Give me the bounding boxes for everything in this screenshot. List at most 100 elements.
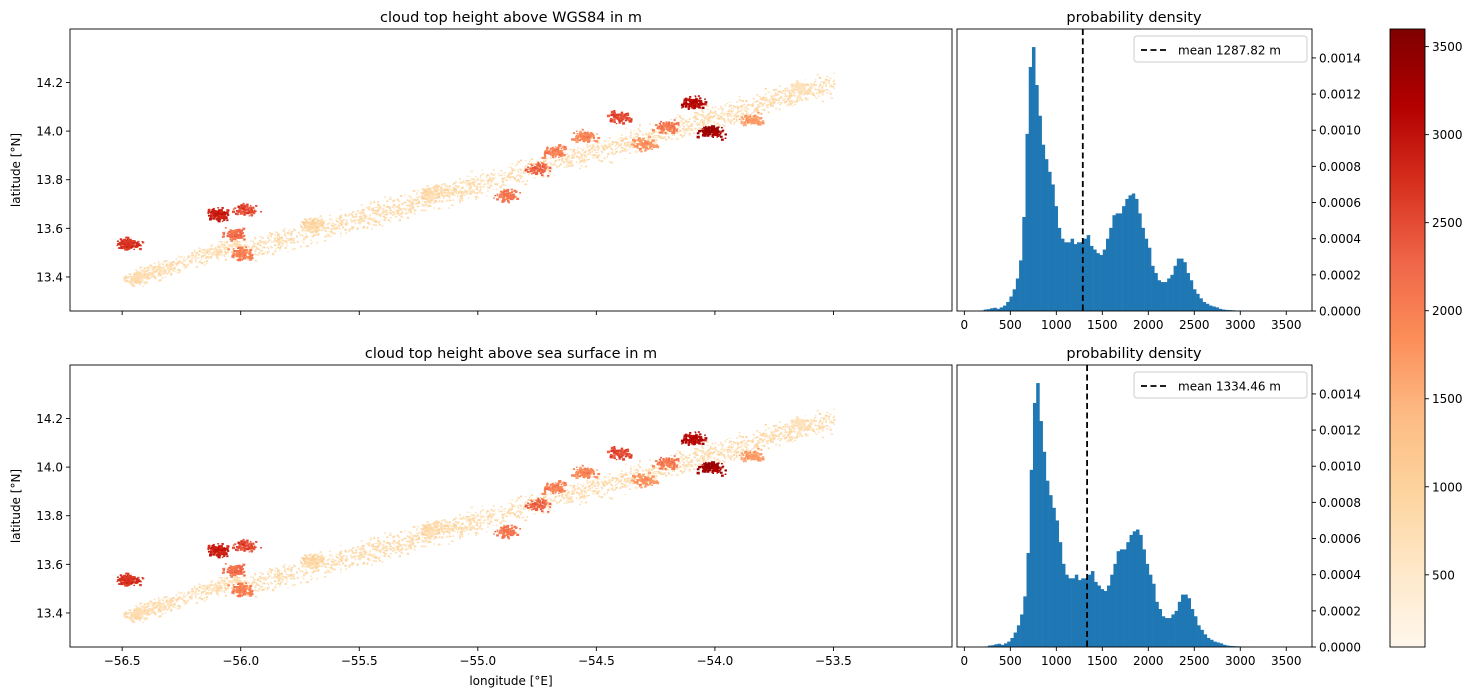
cloud-pixel [707, 119, 709, 122]
cloud-pixel [358, 554, 360, 557]
cloud-pixel [754, 117, 757, 119]
cloud-pixel [215, 212, 218, 216]
cloud-pixel [218, 210, 221, 212]
cloud-pixel [803, 90, 807, 93]
cloud-pixel [160, 263, 162, 264]
cloud-pixel [302, 223, 306, 226]
hist-ytick-label: 0.0010 [1319, 124, 1361, 138]
cloud-pixel [744, 116, 746, 118]
cloud-pixel [684, 103, 687, 106]
cloud-pixel [611, 141, 615, 144]
cloud-pixel [473, 178, 475, 180]
cloud-pixel [714, 106, 717, 109]
cloud-pixel [431, 193, 435, 196]
cloud-pixel [158, 261, 160, 263]
cloud-pixel [153, 262, 156, 265]
cloud-pixel [283, 227, 286, 230]
cloud-pixel [546, 148, 548, 151]
cloud-pixel [466, 185, 469, 187]
cloud-pixel [563, 166, 566, 168]
cloud-pixel [245, 211, 249, 215]
cloud-pixel [443, 191, 446, 193]
cloud-pixel [423, 204, 426, 207]
cloud-pixel [264, 240, 267, 243]
cloud-pixel [223, 214, 227, 217]
cloud-pixel [576, 149, 579, 151]
cloud-pixel [653, 145, 657, 148]
cloud-pixel [713, 121, 716, 123]
hist-panel-wgs84: probability density 0.00000.00020.00040.… [956, 10, 1361, 332]
cloud-pixel [510, 502, 512, 505]
cloud-pixel [620, 121, 622, 123]
cloud-pixel [310, 227, 313, 230]
cloud-pixel [370, 209, 372, 212]
cloud-pixel [621, 134, 623, 136]
cloud-pixel [592, 140, 594, 142]
cloud-pixel [254, 238, 256, 240]
cloud-pixel [242, 246, 246, 249]
cloud-pixel [479, 519, 482, 521]
hist-bar [1189, 280, 1194, 311]
cloud-pixel [563, 161, 566, 163]
cloud-pixel [351, 211, 355, 213]
cloud-pixel [155, 270, 159, 273]
cloud-pixel [482, 185, 485, 188]
cloud-pixel [468, 191, 471, 194]
cloud-pixel [230, 246, 232, 248]
cloud-pixel [698, 129, 702, 133]
cloud-pixel [558, 154, 562, 157]
cloud-pixel [821, 100, 824, 103]
cloud-pixel [141, 240, 144, 243]
cloud-pixel [829, 85, 832, 88]
hist-bar [1028, 66, 1033, 311]
cloud-pixel [133, 248, 135, 251]
cloud-pixel [435, 189, 438, 193]
cloud-pixel [569, 162, 572, 165]
cloud-pixel [802, 93, 806, 96]
cloud-pixel [833, 79, 835, 81]
cloud-pixel [213, 585, 215, 587]
cloud-pixel [501, 192, 503, 195]
cloud-pixel [242, 208, 246, 211]
cloud-pixel [643, 145, 647, 149]
cloud-pixel [272, 253, 275, 256]
cloud-pixel [712, 136, 715, 138]
cloud-pixel [359, 220, 362, 223]
cloud-pixel [795, 86, 798, 89]
cloud-pixel [565, 166, 568, 168]
cloud-pixel [318, 568, 320, 570]
cloud-pixel [444, 521, 447, 523]
cloud-pixel [606, 145, 609, 147]
cloud-pixel [539, 164, 541, 166]
cloud-pixel [248, 246, 250, 248]
cloud-pixel [134, 240, 136, 242]
cloud-pixel [545, 157, 548, 160]
cloud-pixel [254, 572, 257, 575]
cloud-pixel [691, 116, 694, 119]
cloud-pixel [461, 194, 464, 197]
cloud-pixel [374, 219, 377, 222]
cloud-pixel [134, 281, 137, 284]
cloud-pixel [764, 88, 767, 90]
cloud-pixel [568, 159, 570, 161]
cloud-pixel [471, 189, 474, 192]
cloud-pixel [151, 273, 154, 275]
cloud-pixel [466, 192, 469, 195]
cloud-pixel [596, 493, 599, 495]
cloud-pixel [337, 225, 340, 227]
cloud-pixel [705, 125, 707, 128]
cloud-pixel [358, 218, 360, 221]
cloud-pixel [492, 189, 494, 191]
cloud-pixel [581, 137, 584, 140]
cloud-pixel [621, 136, 623, 138]
cloud-pixel [157, 262, 160, 264]
cloud-pixel [676, 127, 679, 130]
cloud-pixel [551, 150, 555, 154]
cloud-pixel [362, 562, 366, 564]
cloud-pixel [367, 221, 370, 224]
cloud-pixel [696, 447, 699, 450]
cloud-pixel [619, 116, 622, 118]
cloud-pixel [729, 104, 732, 107]
cloud-pixel [241, 212, 245, 215]
cloud-pixel [560, 163, 562, 165]
